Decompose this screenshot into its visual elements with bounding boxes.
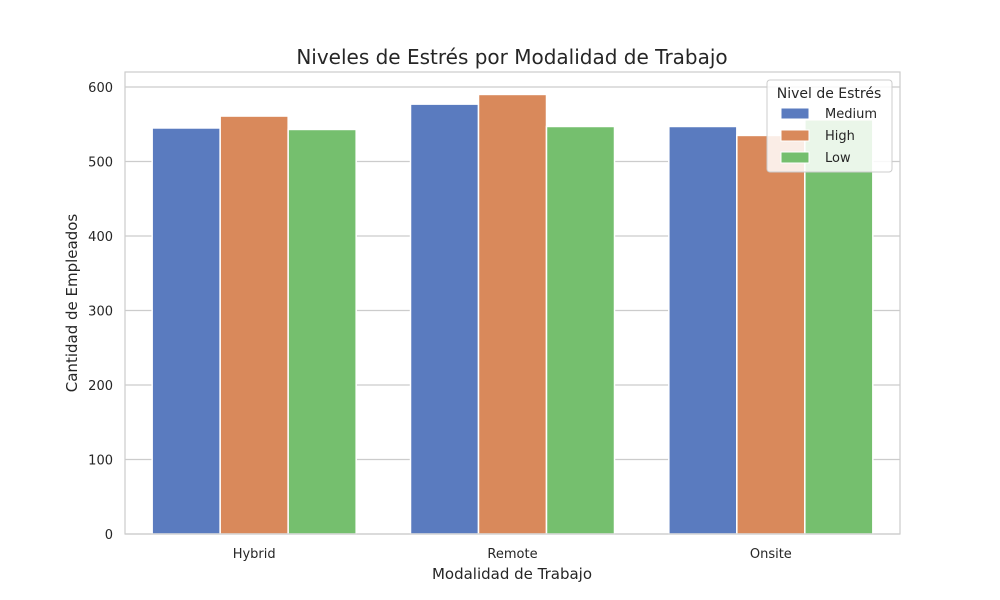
bar-low-remote <box>545 125 616 535</box>
bar-low-onsite <box>804 119 874 535</box>
x-tick-label: Onsite <box>750 547 792 562</box>
y-tick-label: 500 <box>88 156 113 171</box>
legend-swatch-low <box>780 151 810 164</box>
bar-low-hybrid <box>287 128 357 535</box>
x-tick-label: Remote <box>487 547 537 562</box>
y-tick-label: 600 <box>88 81 113 96</box>
legend-label-high: High <box>825 129 855 144</box>
ticks-layer: 0 100 200 300 400 500 600 Hybrid Remote Onsite <box>88 81 792 562</box>
plot-frame <box>124 71 901 535</box>
bar-high-remote <box>477 93 548 535</box>
legend-swatch-medium <box>780 107 810 120</box>
bars-layer <box>151 93 874 535</box>
legend-items: Medium High Low <box>780 107 877 166</box>
y-tick-label: 300 <box>88 305 113 320</box>
chart-title: Niveles de Estrés por Modalidad de Traba… <box>296 45 727 69</box>
bar-high-hybrid <box>219 115 289 535</box>
bar-medium-remote <box>409 103 480 535</box>
legend-label-low: Low <box>825 151 851 166</box>
y-tick-label: 100 <box>88 454 113 469</box>
legend-swatch-high <box>780 129 810 142</box>
x-axis-label: Modalidad de Trabajo <box>432 565 592 583</box>
bar-high-onsite <box>736 134 806 535</box>
bar-medium-onsite <box>668 125 738 535</box>
legend-title: Nivel de Estrés <box>777 86 882 102</box>
y-tick-label: 400 <box>88 230 113 245</box>
x-tick-label: Hybrid <box>233 547 276 562</box>
legend: Nivel de Estrés Medium High Low <box>766 79 893 173</box>
legend-label-medium: Medium <box>825 107 877 122</box>
y-tick-label: 200 <box>88 379 113 394</box>
y-axis-label: Cantidad de Empleados <box>63 214 81 393</box>
y-tick-label: 0 <box>105 528 113 543</box>
legend-box <box>766 79 893 173</box>
bar-medium-hybrid <box>151 127 221 535</box>
